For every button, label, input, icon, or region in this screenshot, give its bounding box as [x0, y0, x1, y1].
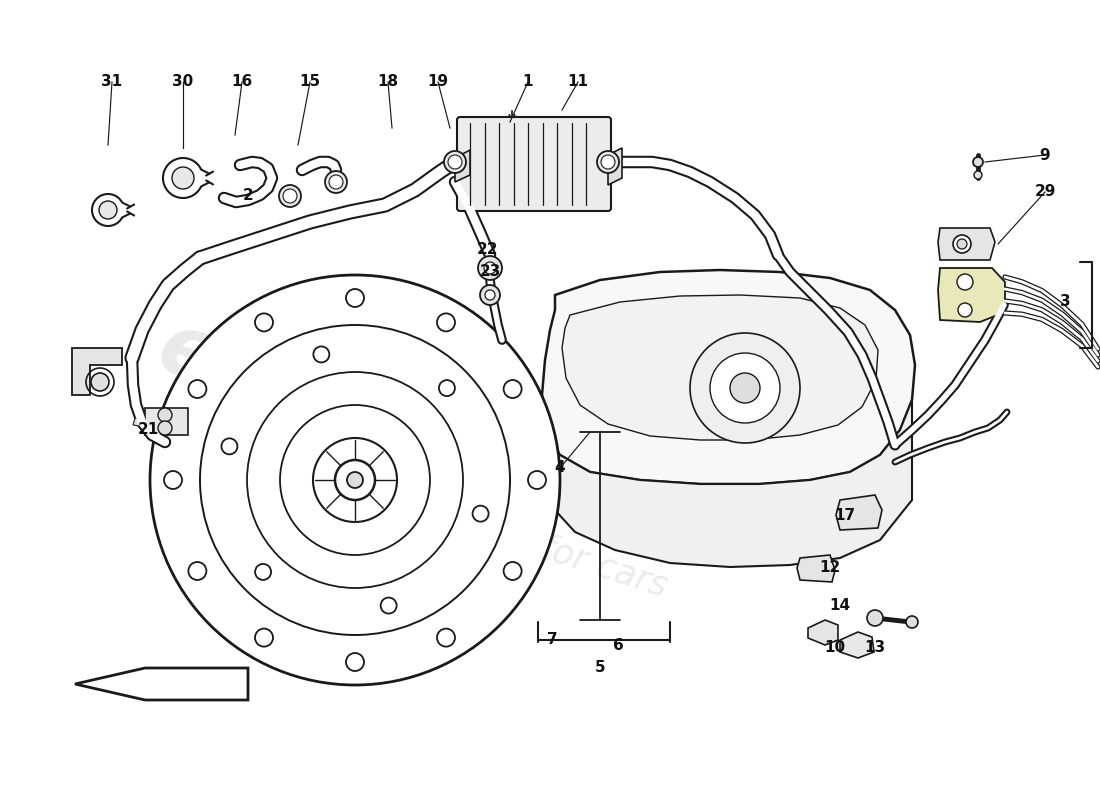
Circle shape — [958, 303, 972, 317]
Circle shape — [283, 189, 297, 203]
Text: 1: 1 — [522, 74, 534, 90]
Circle shape — [255, 629, 273, 646]
Polygon shape — [938, 228, 996, 260]
Circle shape — [480, 285, 501, 305]
Text: 19: 19 — [428, 74, 449, 90]
Text: 6: 6 — [613, 638, 624, 653]
Polygon shape — [938, 268, 1005, 322]
Circle shape — [957, 239, 967, 249]
Circle shape — [957, 274, 974, 290]
Text: 2: 2 — [243, 187, 253, 202]
Text: eurospares: eurospares — [148, 306, 692, 554]
Circle shape — [346, 653, 364, 671]
Text: 22: 22 — [476, 242, 497, 258]
Text: 31: 31 — [101, 74, 122, 90]
Circle shape — [346, 289, 364, 307]
Text: 4: 4 — [554, 461, 565, 475]
Circle shape — [280, 405, 430, 555]
Circle shape — [439, 380, 455, 396]
Circle shape — [504, 562, 521, 580]
Circle shape — [336, 460, 375, 500]
Circle shape — [484, 262, 496, 274]
Circle shape — [255, 314, 273, 331]
Circle shape — [473, 506, 488, 522]
Polygon shape — [808, 620, 838, 645]
Text: 30: 30 — [173, 74, 194, 90]
Circle shape — [324, 171, 346, 193]
Circle shape — [150, 275, 560, 685]
Circle shape — [248, 372, 463, 588]
Circle shape — [504, 380, 521, 398]
Circle shape — [437, 314, 455, 331]
Text: 13: 13 — [865, 641, 886, 655]
Text: 16: 16 — [231, 74, 253, 90]
FancyBboxPatch shape — [456, 117, 611, 211]
Text: 18: 18 — [377, 74, 398, 90]
Circle shape — [158, 408, 172, 422]
Circle shape — [906, 616, 918, 628]
Circle shape — [188, 562, 207, 580]
Circle shape — [172, 167, 194, 189]
Polygon shape — [133, 418, 145, 427]
Polygon shape — [72, 348, 122, 395]
Circle shape — [867, 610, 883, 626]
Circle shape — [346, 472, 363, 488]
Polygon shape — [455, 150, 470, 182]
Circle shape — [314, 346, 329, 362]
Circle shape — [158, 421, 172, 435]
Text: 185: 185 — [568, 427, 752, 553]
Circle shape — [528, 471, 546, 489]
Text: 14: 14 — [829, 598, 850, 613]
Circle shape — [381, 598, 397, 614]
Text: 12: 12 — [820, 561, 840, 575]
Circle shape — [91, 373, 109, 391]
Polygon shape — [562, 295, 878, 440]
Circle shape — [221, 438, 238, 454]
Circle shape — [255, 564, 271, 580]
Circle shape — [601, 155, 615, 169]
Text: 3: 3 — [1059, 294, 1070, 310]
Circle shape — [99, 201, 117, 219]
Text: 21: 21 — [138, 422, 158, 438]
Polygon shape — [608, 148, 622, 185]
Circle shape — [437, 629, 455, 646]
Polygon shape — [840, 632, 874, 658]
Circle shape — [974, 157, 983, 167]
Text: 29: 29 — [1034, 185, 1056, 199]
Circle shape — [953, 235, 971, 253]
Polygon shape — [544, 400, 912, 567]
Text: 5: 5 — [595, 661, 605, 675]
Circle shape — [974, 171, 982, 179]
Polygon shape — [145, 408, 188, 435]
Circle shape — [444, 151, 466, 173]
Text: 11: 11 — [568, 74, 588, 90]
Polygon shape — [836, 495, 882, 530]
Circle shape — [188, 380, 207, 398]
Circle shape — [690, 333, 800, 443]
Circle shape — [329, 175, 343, 189]
Circle shape — [164, 471, 182, 489]
Text: a passion for cars: a passion for cars — [368, 476, 671, 604]
Text: 23: 23 — [480, 265, 501, 279]
Text: 7: 7 — [547, 633, 558, 647]
Circle shape — [485, 290, 495, 300]
Circle shape — [730, 373, 760, 403]
Circle shape — [478, 256, 502, 280]
Text: 10: 10 — [824, 641, 846, 655]
Text: 15: 15 — [299, 74, 320, 90]
Text: 17: 17 — [835, 507, 856, 522]
Circle shape — [279, 185, 301, 207]
Circle shape — [597, 151, 619, 173]
Circle shape — [200, 325, 510, 635]
Polygon shape — [798, 555, 835, 582]
Circle shape — [710, 353, 780, 423]
Text: 9: 9 — [1040, 147, 1050, 162]
Polygon shape — [542, 270, 915, 484]
Circle shape — [448, 155, 462, 169]
Circle shape — [314, 438, 397, 522]
Polygon shape — [75, 668, 248, 700]
